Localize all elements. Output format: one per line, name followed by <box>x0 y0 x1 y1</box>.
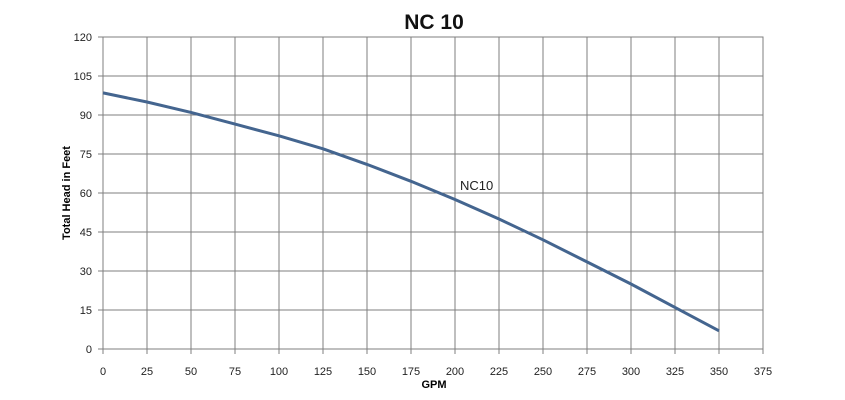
x-tick-label: 25 <box>141 366 153 378</box>
x-tick-label: 225 <box>490 366 508 378</box>
x-axis-label: GPM <box>421 379 446 391</box>
chart-title: NC 10 <box>404 11 464 34</box>
series-layer: NC10 <box>102 91 720 333</box>
x-tick-label: 125 <box>314 366 332 378</box>
y-tick-label: 105 <box>74 71 92 83</box>
y-tick-label: 90 <box>80 110 92 122</box>
y-tick-label: 30 <box>80 266 92 278</box>
x-tick-label: 100 <box>270 366 288 378</box>
x-tick-label: 200 <box>446 366 464 378</box>
x-tick-label: 250 <box>534 366 552 378</box>
x-tick-label: 50 <box>185 366 197 378</box>
y-tick-label: 45 <box>80 227 92 239</box>
x-tick-label: 300 <box>622 366 640 378</box>
y-tick-label: 75 <box>80 149 92 161</box>
x-tick-label: 275 <box>578 366 596 378</box>
x-tick-label: 150 <box>358 366 376 378</box>
series-label: NC10 <box>460 178 493 193</box>
y-axis-ticks: 0 15 30 45 60 75 90 105 120 <box>74 32 103 356</box>
x-tick-label: 375 <box>754 366 772 378</box>
y-tick-label: 15 <box>80 305 92 317</box>
x-tick-label: 75 <box>229 366 241 378</box>
series-line-nc10 <box>102 91 720 333</box>
x-tick-label: 175 <box>402 366 420 378</box>
x-tick-label: 350 <box>710 366 728 378</box>
y-tick-label: 60 <box>80 188 92 200</box>
x-axis-ticks: 0 25 50 75 100 125 150 175 200 225 250 275 300 325 350… <box>100 349 772 378</box>
x-tick-label: 325 <box>666 366 684 378</box>
y-axis-label: Total Head in Feet <box>61 146 73 240</box>
y-tick-label: 0 <box>86 344 92 356</box>
x-tick-label: 0 <box>100 366 106 378</box>
y-tick-label: 120 <box>74 32 92 44</box>
